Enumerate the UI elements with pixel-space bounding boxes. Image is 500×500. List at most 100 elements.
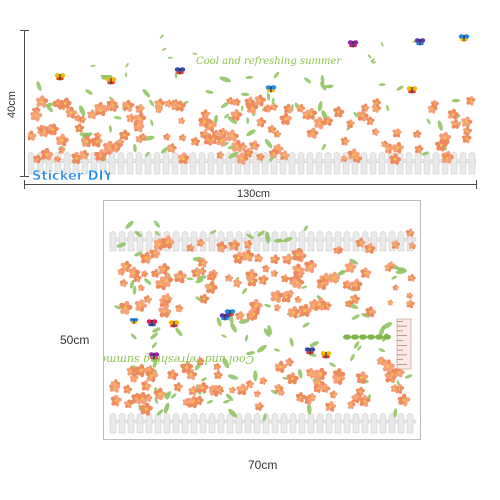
leaf <box>154 220 160 228</box>
flower <box>329 390 338 399</box>
leaf <box>317 101 323 112</box>
flower <box>347 400 356 410</box>
fence-picket <box>189 151 197 175</box>
flower <box>204 281 218 294</box>
leaf <box>154 397 158 404</box>
leaf <box>378 348 386 353</box>
flower <box>94 149 107 162</box>
leaf <box>230 322 237 333</box>
leaf <box>134 251 143 257</box>
leaf <box>159 34 164 39</box>
leaf <box>262 413 267 422</box>
top-flowers <box>28 94 476 165</box>
leaf <box>206 400 214 404</box>
fence-picket <box>63 151 71 175</box>
small-leaf <box>359 334 367 340</box>
leaf <box>265 231 270 244</box>
flower <box>137 284 145 292</box>
leaf <box>246 233 254 239</box>
leaf <box>222 357 230 369</box>
flower <box>28 130 37 141</box>
flower <box>414 144 424 154</box>
leaf <box>125 63 129 68</box>
flower <box>106 98 118 110</box>
fence-picket <box>153 151 161 175</box>
flower <box>450 119 461 129</box>
flower <box>40 147 54 161</box>
flower <box>79 149 90 160</box>
flower <box>226 129 239 142</box>
fence-picket <box>360 151 368 175</box>
leaf <box>246 129 256 137</box>
flower <box>333 246 342 255</box>
leaf <box>125 72 128 78</box>
flower <box>296 103 306 113</box>
flower <box>285 357 294 367</box>
leaf <box>396 85 404 91</box>
leaf <box>205 90 214 94</box>
flower <box>291 247 305 262</box>
flower <box>407 273 416 282</box>
flower <box>149 247 161 259</box>
ruler-tick <box>397 364 407 365</box>
leaf <box>270 389 278 395</box>
ruler-tick <box>397 325 407 327</box>
butterfly <box>54 73 66 81</box>
flower <box>376 356 387 366</box>
leaf <box>306 403 312 415</box>
sticker-sheet-art: Cool and refreshing summer <box>104 220 417 434</box>
ruler-tick <box>397 345 407 346</box>
leaf <box>125 220 134 229</box>
flower <box>126 113 136 123</box>
fence-picket <box>172 412 180 434</box>
flower <box>218 127 228 138</box>
flower <box>366 116 375 126</box>
flower <box>350 294 360 305</box>
fence-picket <box>181 230 189 252</box>
width-dimension-tick-right <box>476 180 477 189</box>
flower <box>333 106 345 118</box>
fence-picket <box>171 151 179 175</box>
fence-picket <box>325 230 333 252</box>
flower <box>306 367 316 378</box>
flower <box>254 253 264 263</box>
flower <box>196 357 205 366</box>
flower <box>355 237 366 248</box>
leaf <box>321 143 326 151</box>
leaf <box>228 408 238 418</box>
flower <box>119 279 128 288</box>
sheet-slogan-text: Cool and refreshing summer <box>104 353 254 366</box>
leaf <box>426 118 431 125</box>
leaf <box>256 344 267 353</box>
flower <box>199 129 209 139</box>
leaf <box>266 92 271 101</box>
leaf <box>273 238 284 243</box>
flower <box>54 155 62 163</box>
flower <box>387 299 394 306</box>
fence-picket <box>118 412 126 434</box>
leaf <box>348 303 359 310</box>
flower <box>167 143 177 154</box>
fence-picket <box>315 151 323 175</box>
flower <box>262 264 270 273</box>
flower <box>198 267 207 276</box>
flower <box>228 239 241 251</box>
flower <box>269 103 278 111</box>
leaf <box>357 345 362 351</box>
flower <box>461 116 473 128</box>
fence-picket <box>136 412 144 434</box>
leaf <box>320 81 327 91</box>
leaf <box>129 279 135 289</box>
flower <box>55 133 69 147</box>
flower <box>360 267 372 279</box>
flower <box>124 399 134 409</box>
flower <box>198 115 211 128</box>
flower <box>246 380 254 389</box>
leaf <box>309 341 319 348</box>
leaf <box>150 332 158 340</box>
leaf <box>304 77 311 84</box>
flower <box>134 364 148 378</box>
flower <box>249 140 260 151</box>
flower <box>286 289 295 298</box>
leaf <box>36 81 42 92</box>
